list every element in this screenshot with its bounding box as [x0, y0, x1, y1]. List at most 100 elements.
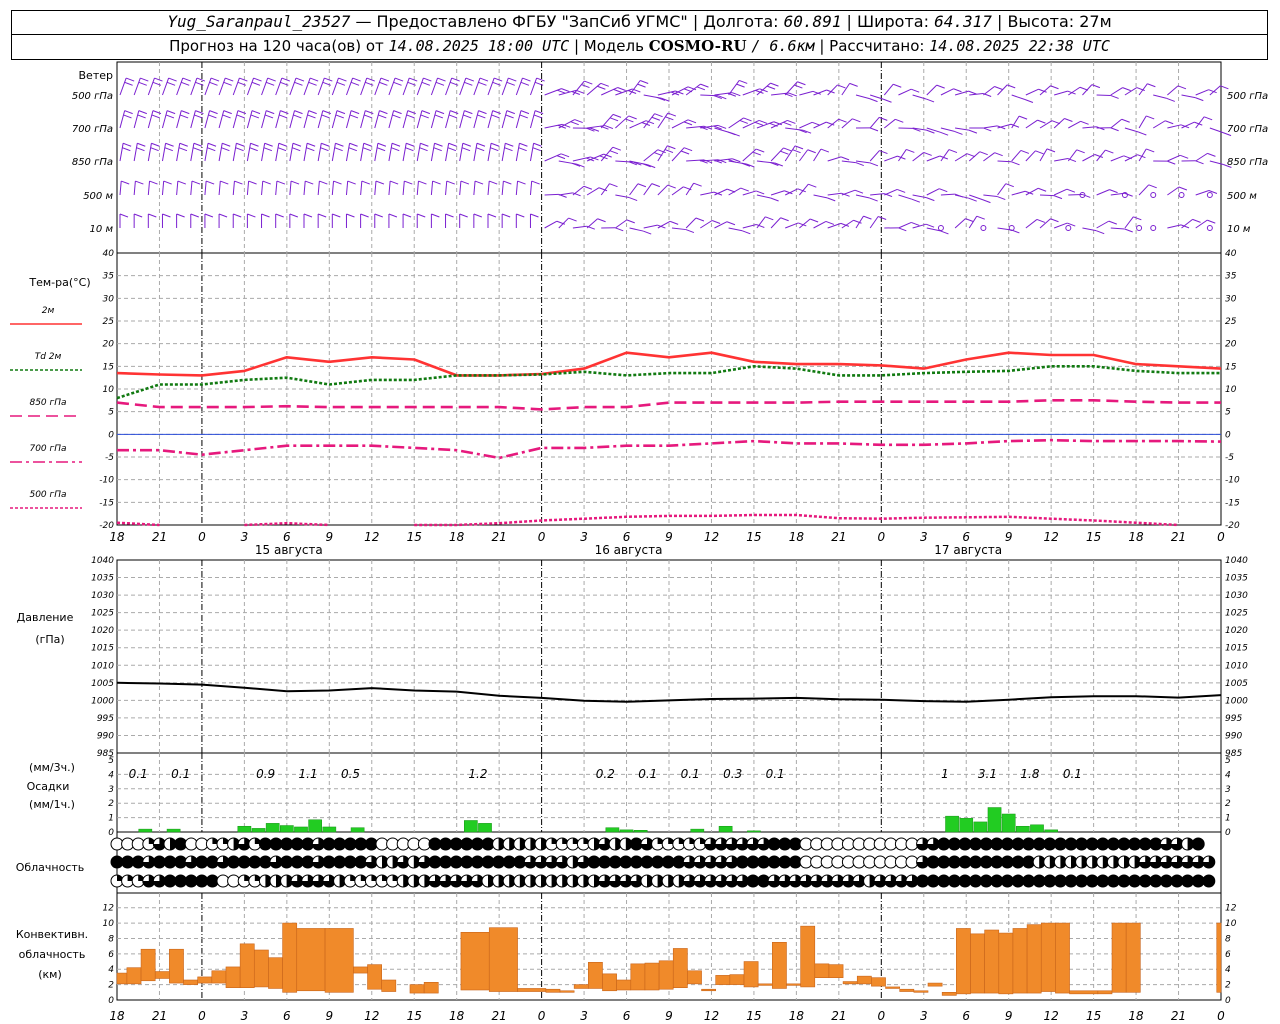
hour-tick-label: 15	[746, 530, 761, 544]
wind-barb	[317, 181, 320, 196]
wind-barb-feather	[837, 84, 846, 89]
wind-barb-feather	[1165, 120, 1174, 125]
wind-barb-feather	[190, 213, 199, 218]
pressure-tick-left: 1015	[91, 644, 114, 654]
wind-barb	[218, 143, 223, 162]
cloud-fill-full	[1012, 875, 1024, 887]
wind-barb-feather	[375, 180, 385, 185]
wind-barb-feather	[317, 213, 327, 218]
wind-barb	[133, 77, 141, 96]
cloud-fill-full	[980, 856, 993, 868]
cloud-fill-full	[1065, 838, 1077, 850]
cloud-cover-icon	[386, 874, 400, 888]
wind-barb	[133, 143, 138, 162]
cloud-fill-full	[354, 838, 367, 850]
temp-title: Тем-ра(°C)	[28, 276, 90, 289]
wind-barb	[119, 143, 124, 162]
wind-barb-feather	[898, 227, 907, 232]
convective-bar	[169, 948, 184, 984]
wind-barb	[1181, 219, 1193, 229]
wind-barb-feather	[464, 110, 473, 115]
convective-bar	[956, 928, 971, 995]
cloud-fill-full	[323, 838, 335, 850]
wind-barb-feather	[895, 118, 904, 123]
wind-barb-feather	[508, 77, 517, 82]
wind-barb	[204, 181, 207, 196]
wind-barb-feather	[1222, 132, 1232, 137]
wind-barb-feather	[557, 89, 566, 94]
wind-barb-feather	[574, 119, 583, 124]
wind-barb-feather	[1208, 190, 1218, 194]
wind-barb	[671, 147, 685, 162]
pressure-tick-left: 995	[97, 714, 114, 724]
convective-bar	[197, 976, 213, 984]
wind-barb-feather	[434, 142, 443, 147]
convective-bar	[1012, 928, 1028, 994]
wind-barb-feather	[489, 180, 498, 185]
conv-tick-right: 0	[1225, 996, 1231, 1006]
wind-barb	[374, 143, 379, 162]
wind-barb-feather	[250, 114, 260, 119]
wind-barb-feather	[506, 81, 515, 86]
wind-barb-feather	[680, 150, 690, 155]
cloud-fill-three-quarter	[704, 838, 717, 850]
convective-bar	[573, 984, 589, 989]
cloud-fill-three-quarter	[312, 856, 325, 868]
pressure-tick-right: 995	[1225, 714, 1242, 724]
wind-barb-feather	[374, 213, 383, 218]
wind-barb-feather	[293, 114, 302, 119]
wind-barb-feather	[450, 110, 459, 115]
cloud-fill-full	[174, 875, 187, 887]
cloud-cover-icon	[163, 874, 177, 888]
wind-barb-feather	[234, 180, 243, 185]
hour-tick-label-bottom: 6	[283, 1009, 291, 1023]
precip-tick-left: 0	[108, 828, 114, 838]
wind-barb-feather	[633, 161, 642, 166]
cloud-fill-three-quarter	[429, 875, 441, 887]
wind-barb-feather	[505, 142, 514, 147]
cloud-cover-icon	[714, 837, 728, 851]
cloud-cover-icon	[608, 874, 622, 888]
wind-barb-feather	[598, 187, 608, 192]
wind-barb-feather	[877, 216, 887, 220]
cloud-cover-icon	[513, 855, 527, 869]
wind-barb	[459, 143, 464, 162]
convective-bar	[1111, 922, 1127, 993]
temp-series-td2m	[116, 365, 1221, 400]
temp-tick-left: -5	[105, 453, 114, 463]
convective-bar	[743, 961, 759, 988]
wind-barb-feather	[478, 81, 487, 86]
wind-barb-feather	[503, 180, 512, 185]
cloud-fill-half	[509, 838, 516, 850]
wind-barb	[643, 113, 655, 129]
cloud-cover-icon	[364, 855, 378, 869]
wind-barb-feather	[151, 114, 160, 119]
wind-barb-feather	[766, 85, 776, 90]
cloud-fill-three-quarter	[630, 875, 643, 888]
wind-barb	[529, 181, 533, 196]
cloud-cover-icon	[205, 874, 219, 888]
wind-barb-feather	[562, 123, 571, 128]
wind-barb	[445, 143, 450, 162]
wind-barb-feather	[349, 142, 358, 147]
hour-tick-label: 21	[492, 530, 507, 544]
cloud-cover-icon	[916, 874, 930, 888]
calm-wind-circle	[1178, 192, 1185, 198]
wind-barb-feather	[251, 110, 261, 115]
cloud-fill-full	[980, 838, 993, 850]
cloud-cover-icon	[301, 874, 315, 888]
cloud-cover-icon	[280, 837, 294, 851]
wind-barb	[119, 77, 127, 96]
cloud-cover-icon	[619, 874, 633, 888]
wind-barb-feather	[275, 213, 284, 218]
wind-barb-feather	[869, 98, 878, 103]
cloud-cover-icon	[1202, 874, 1216, 888]
cloud-cover-icon	[1022, 874, 1036, 888]
wind-barb-feather	[222, 142, 231, 147]
cloud-fill-full	[1149, 838, 1162, 850]
hour-tick-label-bottom: 9	[665, 1009, 673, 1023]
wind-barb-feather	[1122, 87, 1131, 92]
wind-barb-feather	[165, 114, 175, 119]
wind-barb	[954, 153, 968, 162]
